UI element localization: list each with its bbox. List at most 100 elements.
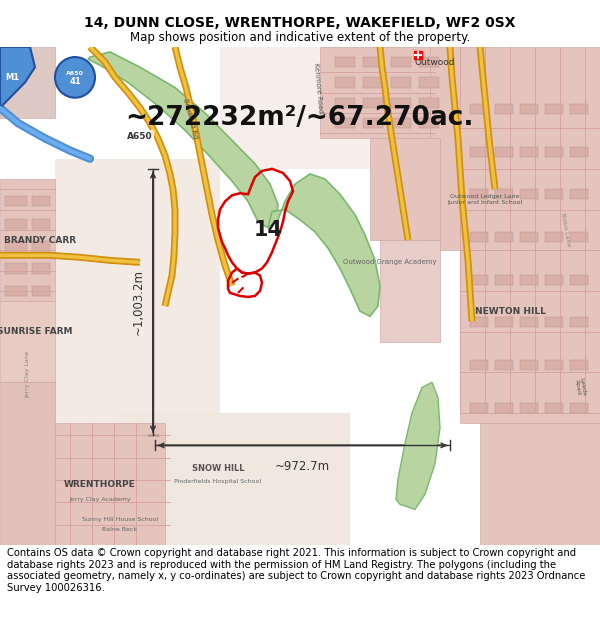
Bar <box>419 98 439 108</box>
Text: Map shows position and indicative extent of the property.: Map shows position and indicative extent… <box>130 31 470 44</box>
Polygon shape <box>396 382 440 509</box>
Polygon shape <box>380 240 440 342</box>
Bar <box>470 104 488 114</box>
Text: Outwood Ledger Lane
Junior and Infant School: Outwood Ledger Lane Junior and Infant Sc… <box>448 194 523 205</box>
Text: Jerry Clay Lane: Jerry Clay Lane <box>25 351 31 398</box>
Text: 14: 14 <box>254 220 283 240</box>
Bar <box>545 274 563 285</box>
Bar <box>5 286 27 296</box>
Bar <box>419 118 439 128</box>
Polygon shape <box>430 47 600 250</box>
Text: BRANDY CARR: BRANDY CARR <box>4 236 76 244</box>
Polygon shape <box>268 174 380 316</box>
Bar <box>470 274 488 285</box>
Bar <box>5 241 27 251</box>
Bar <box>32 263 50 274</box>
Text: ~972.7m: ~972.7m <box>275 459 330 472</box>
Bar <box>570 360 588 370</box>
Bar <box>391 57 411 68</box>
Polygon shape <box>0 301 55 382</box>
Text: Pinderfields Hospital School: Pinderfields Hospital School <box>175 479 262 484</box>
Text: Balne Beck: Balne Beck <box>103 528 137 532</box>
Bar <box>570 189 588 199</box>
Bar <box>495 318 513 328</box>
Bar <box>32 286 50 296</box>
Bar <box>545 146 563 157</box>
Bar <box>520 104 538 114</box>
Text: 14, DUNN CLOSE, WRENTHORPE, WAKEFIELD, WF2 0SX: 14, DUNN CLOSE, WRENTHORPE, WAKEFIELD, W… <box>84 16 516 29</box>
Bar <box>570 104 588 114</box>
Text: Kenmore Road: Kenmore Road <box>313 62 323 113</box>
Bar <box>495 274 513 285</box>
Bar <box>520 318 538 328</box>
Polygon shape <box>220 47 420 169</box>
Text: WRENTHORPE: WRENTHORPE <box>64 479 136 489</box>
Bar <box>520 189 538 199</box>
Text: Jerry Clay Academy: Jerry Clay Academy <box>69 497 131 502</box>
Text: SUNRISE FARM: SUNRISE FARM <box>0 327 73 336</box>
Bar <box>470 318 488 328</box>
Bar <box>32 196 50 206</box>
Bar <box>495 146 513 157</box>
Bar <box>570 318 588 328</box>
Text: A650: A650 <box>127 132 153 141</box>
Polygon shape <box>0 47 55 118</box>
Text: Bradford Rd: Bradford Rd <box>182 98 198 139</box>
Bar <box>470 402 488 413</box>
Bar <box>32 241 50 251</box>
Text: NEWTON HILL: NEWTON HILL <box>475 307 545 316</box>
Bar <box>520 360 538 370</box>
Bar <box>520 402 538 413</box>
Polygon shape <box>0 230 55 301</box>
Text: Contains OS data © Crown copyright and database right 2021. This information is : Contains OS data © Crown copyright and d… <box>7 548 586 593</box>
Bar <box>570 402 588 413</box>
Bar <box>470 232 488 242</box>
Bar <box>520 232 538 242</box>
Bar <box>520 146 538 157</box>
Bar <box>335 57 355 68</box>
Polygon shape <box>460 250 600 423</box>
Bar <box>391 98 411 108</box>
Bar <box>495 104 513 114</box>
Text: ~272232m²/~67.270ac.: ~272232m²/~67.270ac. <box>126 105 474 131</box>
Text: Leeds
Road: Leeds Road <box>573 378 587 398</box>
Bar <box>32 219 50 229</box>
Bar <box>545 360 563 370</box>
Polygon shape <box>120 413 350 545</box>
Bar <box>470 189 488 199</box>
Polygon shape <box>370 138 440 240</box>
Text: A650: A650 <box>66 71 84 76</box>
Bar <box>5 263 27 274</box>
Polygon shape <box>88 52 278 228</box>
Bar <box>5 219 27 229</box>
Text: Outwood: Outwood <box>415 58 455 67</box>
Text: 41: 41 <box>69 77 81 86</box>
Bar <box>495 189 513 199</box>
Polygon shape <box>480 423 600 545</box>
Bar <box>419 57 439 68</box>
Bar <box>495 360 513 370</box>
Bar <box>335 98 355 108</box>
Bar <box>545 104 563 114</box>
Text: Sunny Hill House School: Sunny Hill House School <box>82 517 158 522</box>
Bar <box>391 118 411 128</box>
Bar <box>545 318 563 328</box>
Bar <box>419 78 439 88</box>
Text: Outwood Grange Academy: Outwood Grange Academy <box>343 259 437 266</box>
Bar <box>470 146 488 157</box>
Polygon shape <box>0 179 55 230</box>
Text: SNOW HILL: SNOW HILL <box>192 464 244 473</box>
Polygon shape <box>55 423 165 545</box>
Bar <box>470 360 488 370</box>
Bar <box>335 118 355 128</box>
Polygon shape <box>0 382 55 545</box>
Bar <box>545 189 563 199</box>
Text: Bolus Lane: Bolus Lane <box>560 213 571 248</box>
Text: ~1,003.2m: ~1,003.2m <box>132 269 145 335</box>
Circle shape <box>55 57 95 98</box>
Bar <box>363 98 383 108</box>
Bar <box>335 78 355 88</box>
Bar <box>495 232 513 242</box>
Bar <box>570 274 588 285</box>
Bar <box>391 78 411 88</box>
